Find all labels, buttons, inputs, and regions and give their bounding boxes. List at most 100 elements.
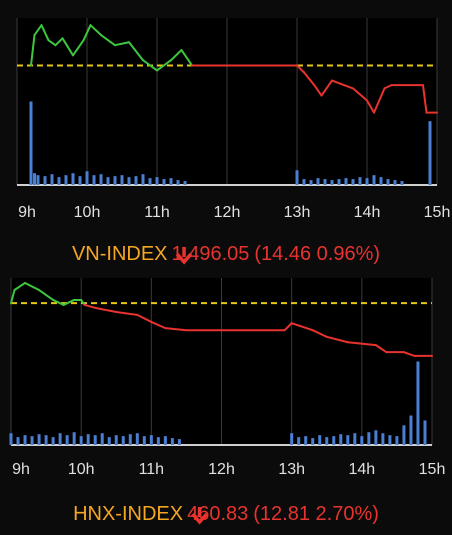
volume-bar [381,433,385,445]
volume-bar [332,436,336,445]
volume-bar [127,177,131,185]
volume-bar [33,173,36,185]
volume-bar [141,174,145,185]
volume-bar [295,170,299,185]
volume-bar [416,361,420,445]
price-segment [374,344,388,354]
volume-bar [163,436,167,445]
volume-bar [78,176,82,185]
volume-bar [37,434,41,445]
index-title: VN-INDEX 1.496.05 (14.46 0.96%) [72,243,380,265]
price-segment [30,34,36,67]
volume-bar [43,176,47,185]
price-segment [150,320,167,330]
volume-bar [51,437,55,445]
x-tick-label: 12h [214,204,241,221]
volume-bar [114,435,118,445]
volume-bar [367,432,371,445]
volume-bar [71,173,75,185]
volume-bar [113,176,117,185]
price-segment [38,289,55,301]
x-tick-label: 15h [419,461,446,478]
price-segment [320,79,333,97]
price-segment [136,313,153,323]
price-segment [156,59,172,72]
volume-bar [365,178,369,185]
price-segment [13,281,27,292]
volume-bar [337,179,341,185]
x-tick-label: 14h [348,461,375,478]
volume-bar [121,436,125,445]
volume-bar [162,179,166,185]
price-segment [82,24,92,42]
volume-bar [128,434,132,445]
volume-bar [400,181,404,185]
volume-bar [428,121,432,185]
volume-bar [177,439,181,445]
price-segment [94,306,118,313]
price-segment [311,329,328,338]
price-segment [383,84,393,90]
volume-bar [169,178,173,185]
price-segment [128,41,144,62]
price-segment [54,37,64,47]
volume-bar [290,433,294,445]
index-change: (12.81 2.70%) [253,503,379,525]
x-tick-label: 13h [284,204,311,221]
volume-bar [318,435,322,445]
volume-bar [402,425,406,445]
index-value: 1.496.05 [172,243,250,265]
volume-bar [386,179,390,185]
volume-bar [388,435,392,445]
price-segment [290,322,314,332]
x-tick-label: 13h [278,461,305,478]
volume-bar [309,180,313,185]
price-segment [180,49,193,67]
volume-bar [99,174,103,185]
volume-bar [374,430,378,445]
volume-bar [351,179,355,185]
index-title: HNX-INDEX 460.83 (12.81 2.70%) [73,503,379,525]
price-segment [80,298,86,306]
volume-bar [409,415,413,445]
x-tick-label: 9h [18,204,36,221]
volume-bar [148,178,152,185]
price-segment [402,351,416,357]
price-segment [52,298,65,306]
x-tick-label: 10h [68,461,95,478]
volume-bar [29,101,33,185]
volume-bar [339,434,343,445]
index-change: (14.46 0.96%) [254,243,380,265]
price-segment [331,79,354,90]
volume-bar [57,177,61,185]
price-segment [373,87,386,114]
volume-bar [344,178,348,185]
volume-bar [72,432,76,445]
down-arrow [191,507,208,525]
down-arrow [175,247,193,265]
volume-bar [170,438,174,445]
x-tick-label: 14h [354,204,381,221]
volume-bar [423,420,427,445]
volume-bar [120,175,124,185]
price-segment [366,99,375,114]
volume-bar [316,178,320,185]
volume-bar [330,180,334,185]
price-segment [61,37,74,57]
x-tick-label: 15h [424,204,451,221]
volume-bar [58,433,62,445]
volume-bar [353,433,357,445]
price-segment [62,298,76,306]
x-tick-label: 10h [74,204,101,221]
volume-bar [93,435,97,445]
x-tick-label: 11h [144,204,170,221]
volume-bar [393,180,397,185]
volume-bar [107,437,111,445]
volume-bar [372,175,376,185]
price-segment [115,310,139,316]
volume-bar [85,171,89,185]
volume-bar [302,179,306,185]
volume-bar [44,435,48,445]
index-name: VN-INDEX [72,243,168,265]
